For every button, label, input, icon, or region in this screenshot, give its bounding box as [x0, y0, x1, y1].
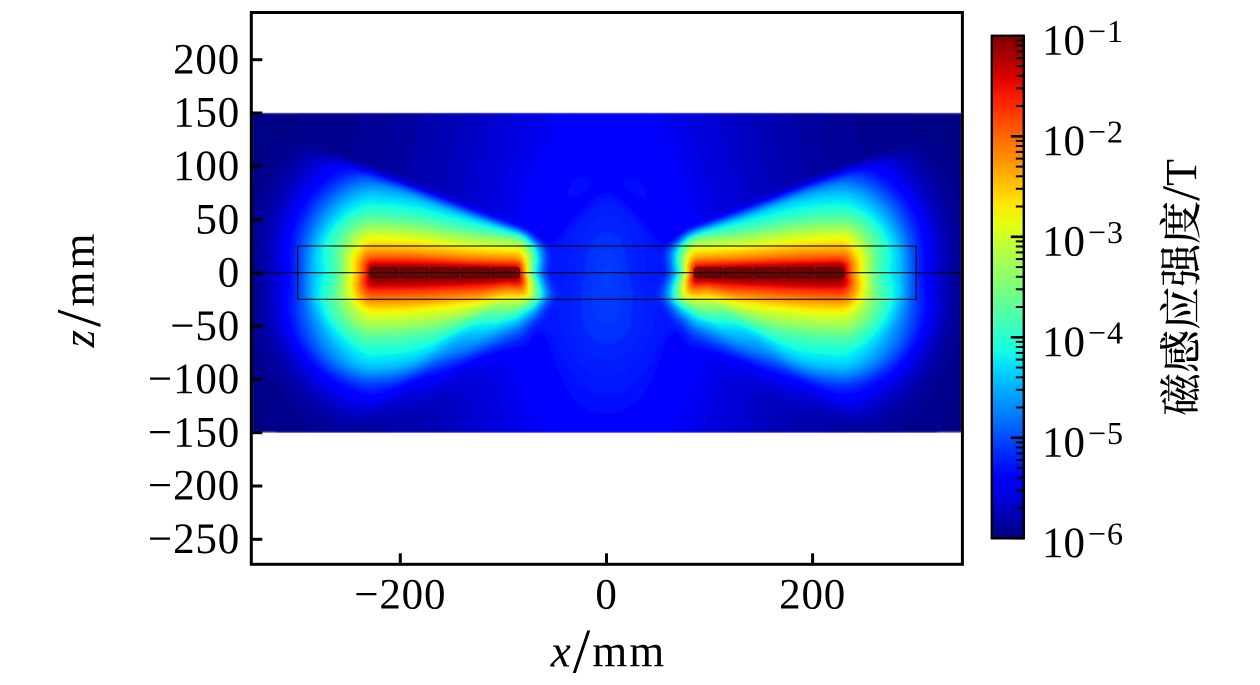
- svg-text:10: 10: [1042, 218, 1085, 265]
- svg-text:10: 10: [1042, 520, 1085, 567]
- svg-text:−4: −4: [1088, 315, 1124, 351]
- svg-text:x/mm: x/mm: [550, 617, 667, 685]
- svg-text:10: 10: [1042, 419, 1085, 466]
- svg-text:10: 10: [1042, 319, 1085, 366]
- svg-text:−6: −6: [1088, 516, 1124, 552]
- svg-text:0: 0: [218, 250, 240, 297]
- svg-text:−5: −5: [1088, 415, 1124, 451]
- svg-text:10: 10: [1042, 118, 1085, 165]
- svg-text:−250: −250: [148, 516, 240, 563]
- svg-text:200: 200: [779, 572, 846, 619]
- svg-text:−150: −150: [148, 409, 240, 456]
- svg-text:−200: −200: [148, 463, 240, 510]
- svg-text:150: 150: [173, 90, 240, 137]
- svg-text:/T: /T: [1151, 159, 1211, 201]
- svg-text:−3: −3: [1088, 214, 1124, 250]
- svg-text:z/mm: z/mm: [44, 230, 114, 348]
- svg-text:50: 50: [195, 196, 240, 243]
- svg-text:−2: −2: [1088, 114, 1124, 150]
- svg-text:−200: −200: [354, 572, 446, 619]
- svg-text:0: 0: [595, 572, 617, 619]
- svg-text:−100: −100: [148, 356, 240, 403]
- svg-text:−50: −50: [170, 303, 240, 350]
- svg-text:10: 10: [1042, 17, 1085, 64]
- svg-text:100: 100: [173, 143, 240, 190]
- svg-text:200: 200: [173, 36, 240, 83]
- svg-text:−1: −1: [1088, 13, 1124, 49]
